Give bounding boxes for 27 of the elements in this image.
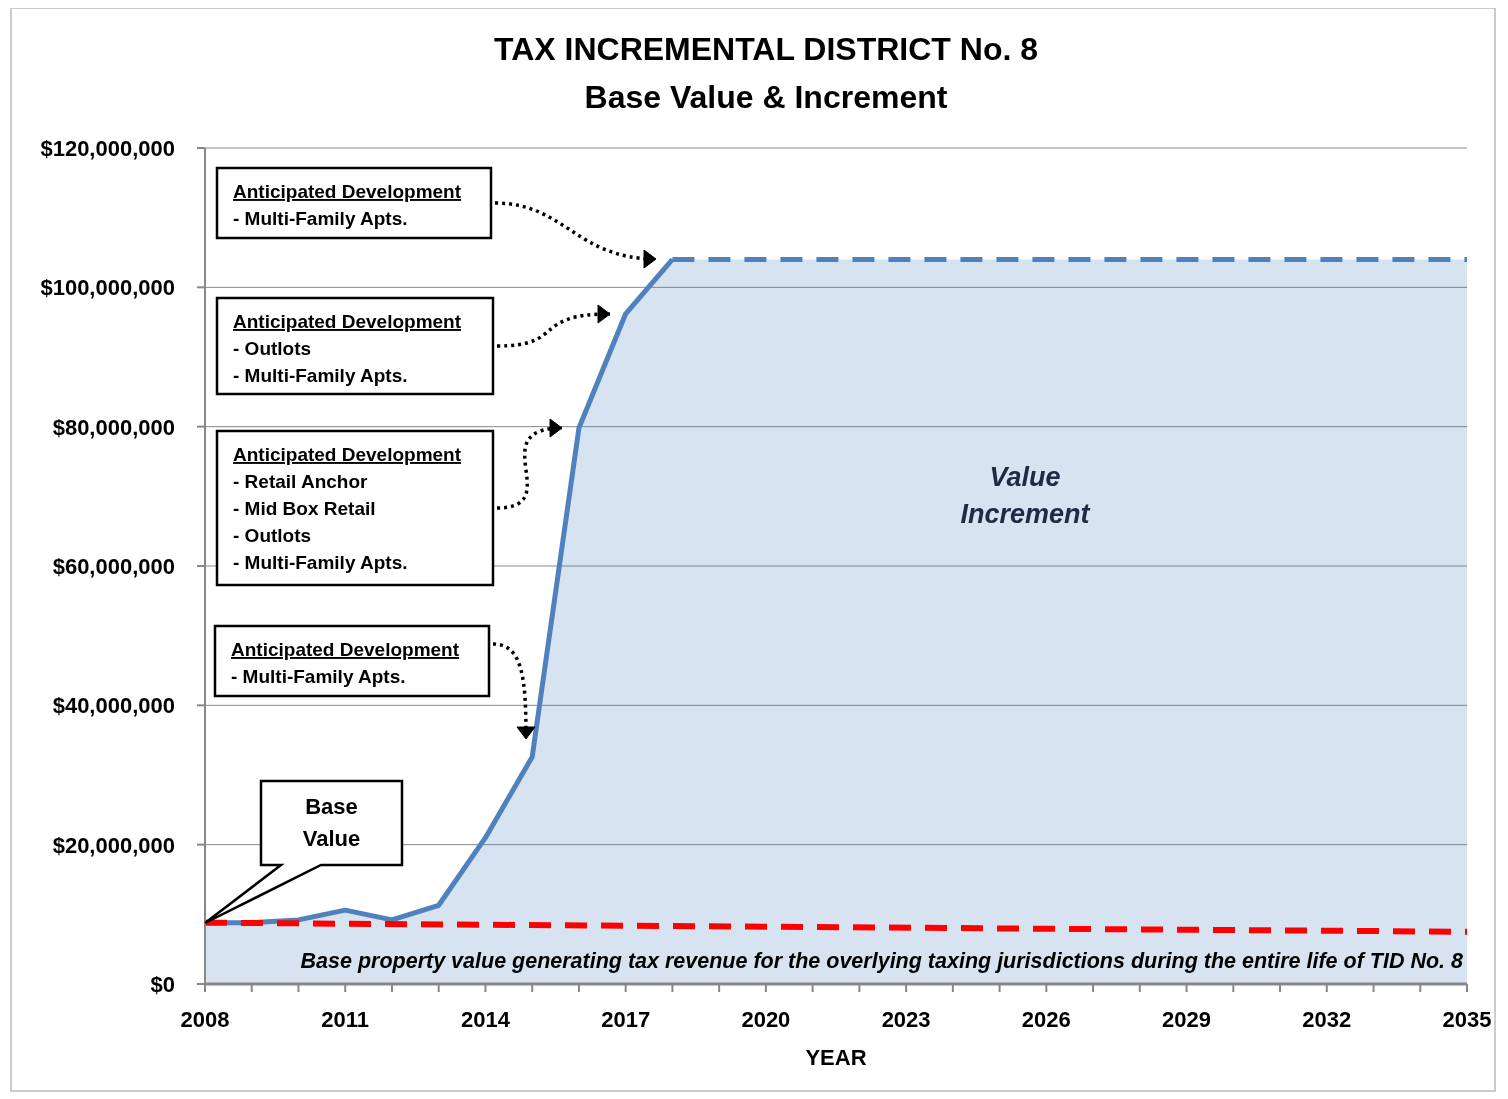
x-tick-label: 2032 <box>1302 1007 1352 1032</box>
x-tick-label: 2035 <box>1442 1007 1492 1032</box>
chart-title: TAX INCREMENTAL DISTRICT No. 8 <box>494 31 1038 67</box>
y-tick-label: $20,000,000 <box>52 832 175 858</box>
y-tick-label: $60,000,000 <box>52 554 175 579</box>
annotation: Value Increment <box>960 462 1091 529</box>
annotation: Base Value <box>302 794 361 851</box>
annotation: Anticipated Development - Retail Anchor - Mid Box Retail - Outlots - Multi-Family Apts. <box>233 444 462 573</box>
annotation: Anticipated Development - Multi-Family Apts. <box>231 639 460 687</box>
x-tick-label: 2026 <box>1021 1007 1071 1032</box>
x-tick-label: 2023 <box>881 1007 931 1032</box>
y-tick-label: $40,000,000 <box>52 693 175 719</box>
y-tick-label: $80,000,000 <box>52 414 175 440</box>
annotation: Anticipated Development - Outlots - Multi-Family Apts. <box>233 311 462 386</box>
annotation: Anticipated Development - Multi-Family Apts. <box>233 181 462 229</box>
x-tick-label: 2014 <box>460 1007 511 1032</box>
x-tick-label: 2020 <box>741 1007 791 1032</box>
x-tick-label: 2008 <box>180 1007 230 1032</box>
x-axis-title: YEAR <box>805 1045 867 1070</box>
y-tick-label: $100,000,000 <box>40 275 175 301</box>
x-tick-label: 2011 <box>321 1007 370 1032</box>
x-tick-label: 2029 <box>1162 1007 1212 1032</box>
chart-subtitle: Base Value & Increment <box>584 79 948 115</box>
y-tick-label: $120,000,000 <box>40 136 175 161</box>
y-tick-label: $0 <box>150 972 175 997</box>
x-tick-label: 2017 <box>601 1007 651 1032</box>
annotation: Base property value generating tax revenue for the overlying taxing jurisdictions during the entire life of TID No. 8 <box>300 949 1464 973</box>
